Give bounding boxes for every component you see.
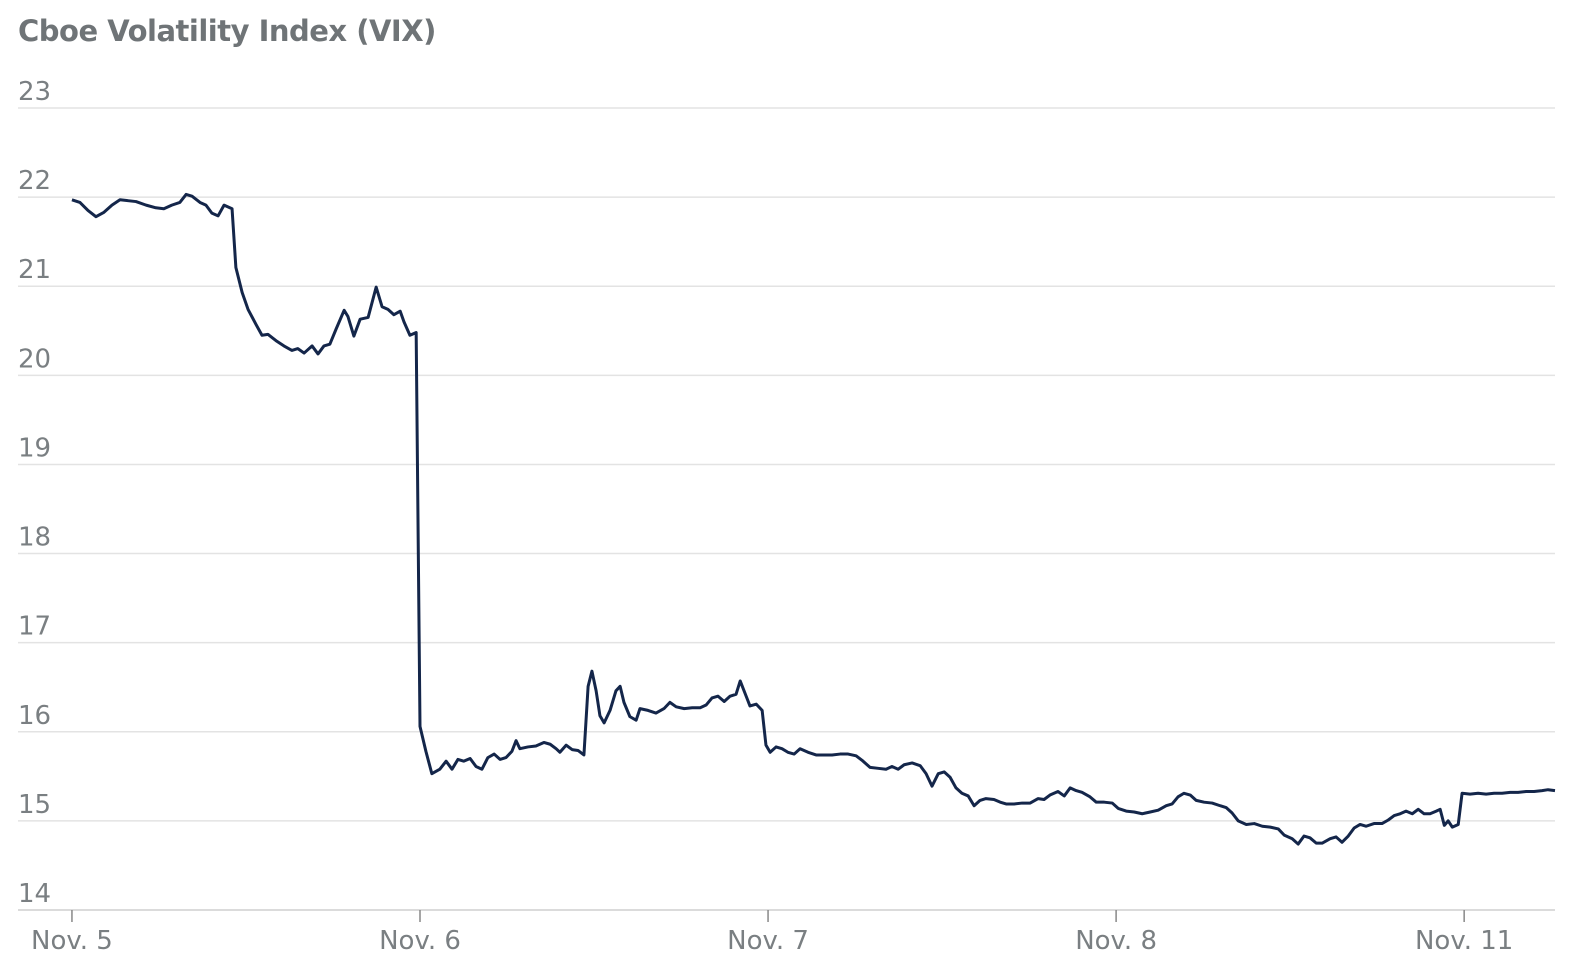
y-tick-label: 21	[18, 255, 51, 285]
y-tick-label: 15	[18, 790, 51, 820]
x-tick-label: Nov. 8	[1075, 926, 1157, 956]
y-tick-label: 17	[18, 612, 51, 642]
chart-title: Cboe Volatility Index (VIX)	[18, 14, 436, 48]
x-tick-label: Nov. 11	[1415, 926, 1513, 956]
series-line	[71, 192, 1556, 846]
x-tick-label: Nov. 6	[379, 926, 461, 956]
y-tick-label: 20	[18, 344, 51, 374]
y-tick-label: 19	[18, 433, 51, 463]
y-tick-label: 23	[18, 77, 51, 107]
x-tick-label: Nov. 5	[31, 926, 113, 956]
y-tick-label: 22	[18, 166, 51, 196]
y-tick-label: 16	[18, 701, 51, 731]
y-tick-label: 14	[18, 879, 51, 909]
x-tick-label: Nov. 7	[727, 926, 809, 956]
y-tick-label: 18	[18, 523, 51, 553]
